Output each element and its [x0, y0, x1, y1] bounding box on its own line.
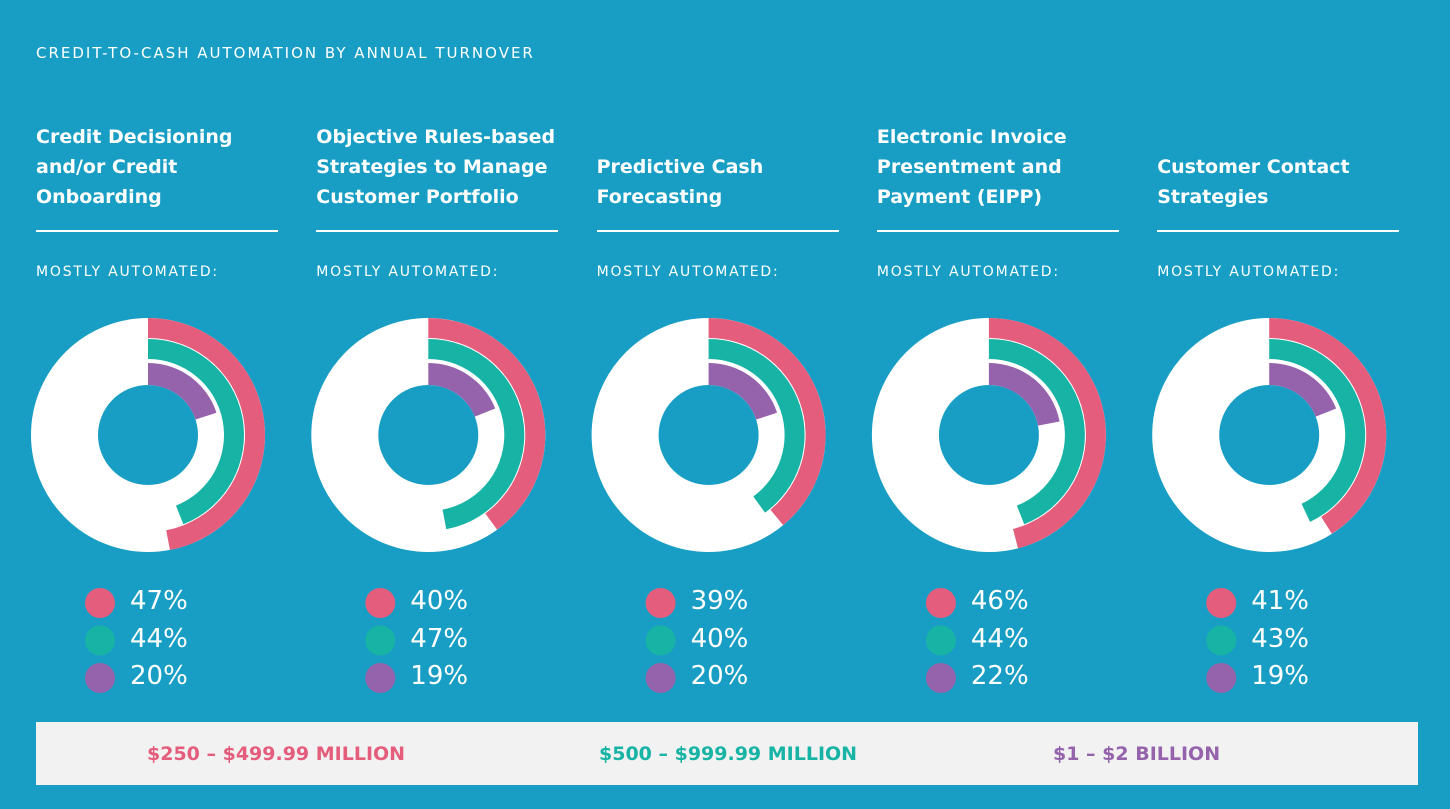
chart-title: Credit Decisioning and/or Credit Onboard…	[36, 126, 233, 208]
legend-dot	[645, 588, 676, 618]
value-label: 20%	[690, 661, 749, 691]
chart-title: Electronic Invoice Presentment and Payme…	[876, 126, 1067, 208]
chart-title: Objective Rules-based Strategies to Mana…	[316, 126, 556, 208]
value-label: 19%	[1251, 661, 1309, 691]
legend-dot	[1206, 663, 1237, 693]
value-label: 40%	[690, 623, 749, 654]
value-label: 20%	[130, 661, 188, 691]
value-label: 47%	[410, 623, 469, 654]
ring-arc	[428, 339, 525, 530]
ring-arc	[988, 363, 1060, 426]
legend-dot	[925, 663, 956, 693]
ring-arc	[988, 339, 1085, 525]
legend-dot	[925, 588, 956, 618]
legend-dot	[1206, 588, 1237, 618]
chart-subtitle: MOSTLY AUTOMATED:	[36, 264, 219, 280]
legend-dot	[645, 663, 676, 693]
chart-subtitle: MOSTLY AUTOMATED:	[1157, 264, 1341, 280]
value-label: 43%	[1251, 623, 1309, 654]
title-rule	[36, 230, 278, 232]
value-label: 19%	[410, 661, 469, 691]
legend-dot	[85, 663, 115, 693]
legend-band	[36, 722, 1418, 785]
ring-arc	[1269, 339, 1366, 522]
ring-arc	[708, 318, 826, 526]
value-label: 39%	[690, 586, 749, 616]
legend-label: $250 – $499.99 MILLION	[147, 743, 406, 765]
ring-arc	[148, 318, 266, 550]
ring-arc	[708, 363, 778, 420]
chart-title: Customer Contact Strategies	[1157, 156, 1350, 208]
title-rule	[596, 230, 839, 232]
chart-subtitle: MOSTLY AUTOMATED:	[596, 264, 780, 280]
value-label: 40%	[410, 586, 469, 616]
legend-dot	[1206, 625, 1237, 656]
ring-arc	[428, 362, 496, 417]
legend-label: $500 – $999.99 MILLION	[599, 743, 858, 765]
legend-dot	[365, 625, 396, 656]
value-label: 46%	[970, 586, 1029, 616]
value-label: 41%	[1251, 586, 1309, 616]
legend-dot	[645, 625, 676, 656]
legend-dot	[85, 588, 115, 618]
legend-dot	[925, 625, 956, 656]
legend-dot	[365, 588, 396, 618]
ring-arc	[428, 318, 546, 530]
chart-title: Predictive Cash Forecasting	[596, 156, 764, 208]
title-rule	[876, 230, 1119, 232]
page-title: CREDIT-TO-CASH AUTOMATION BY ANNUAL TURN…	[36, 44, 535, 62]
legend-dot	[365, 663, 396, 693]
value-label: 44%	[130, 623, 188, 654]
value-label: 47%	[130, 586, 188, 616]
title-rule	[1157, 230, 1400, 232]
ring-arc	[1269, 318, 1387, 534]
title-rule	[316, 230, 559, 232]
ring-arc	[708, 339, 805, 513]
legend-dot	[85, 625, 115, 656]
ring-arc	[1269, 363, 1337, 417]
chart-subtitle: MOSTLY AUTOMATED:	[876, 264, 1060, 280]
ring-arc	[148, 363, 217, 420]
ring-arc	[148, 339, 245, 525]
chart-subtitle: MOSTLY AUTOMATED:	[316, 264, 500, 280]
value-label: 22%	[970, 661, 1029, 691]
legend-label: $1 – $2 BILLION	[1053, 743, 1221, 765]
value-label: 44%	[970, 623, 1029, 654]
ring-arc	[988, 318, 1106, 549]
